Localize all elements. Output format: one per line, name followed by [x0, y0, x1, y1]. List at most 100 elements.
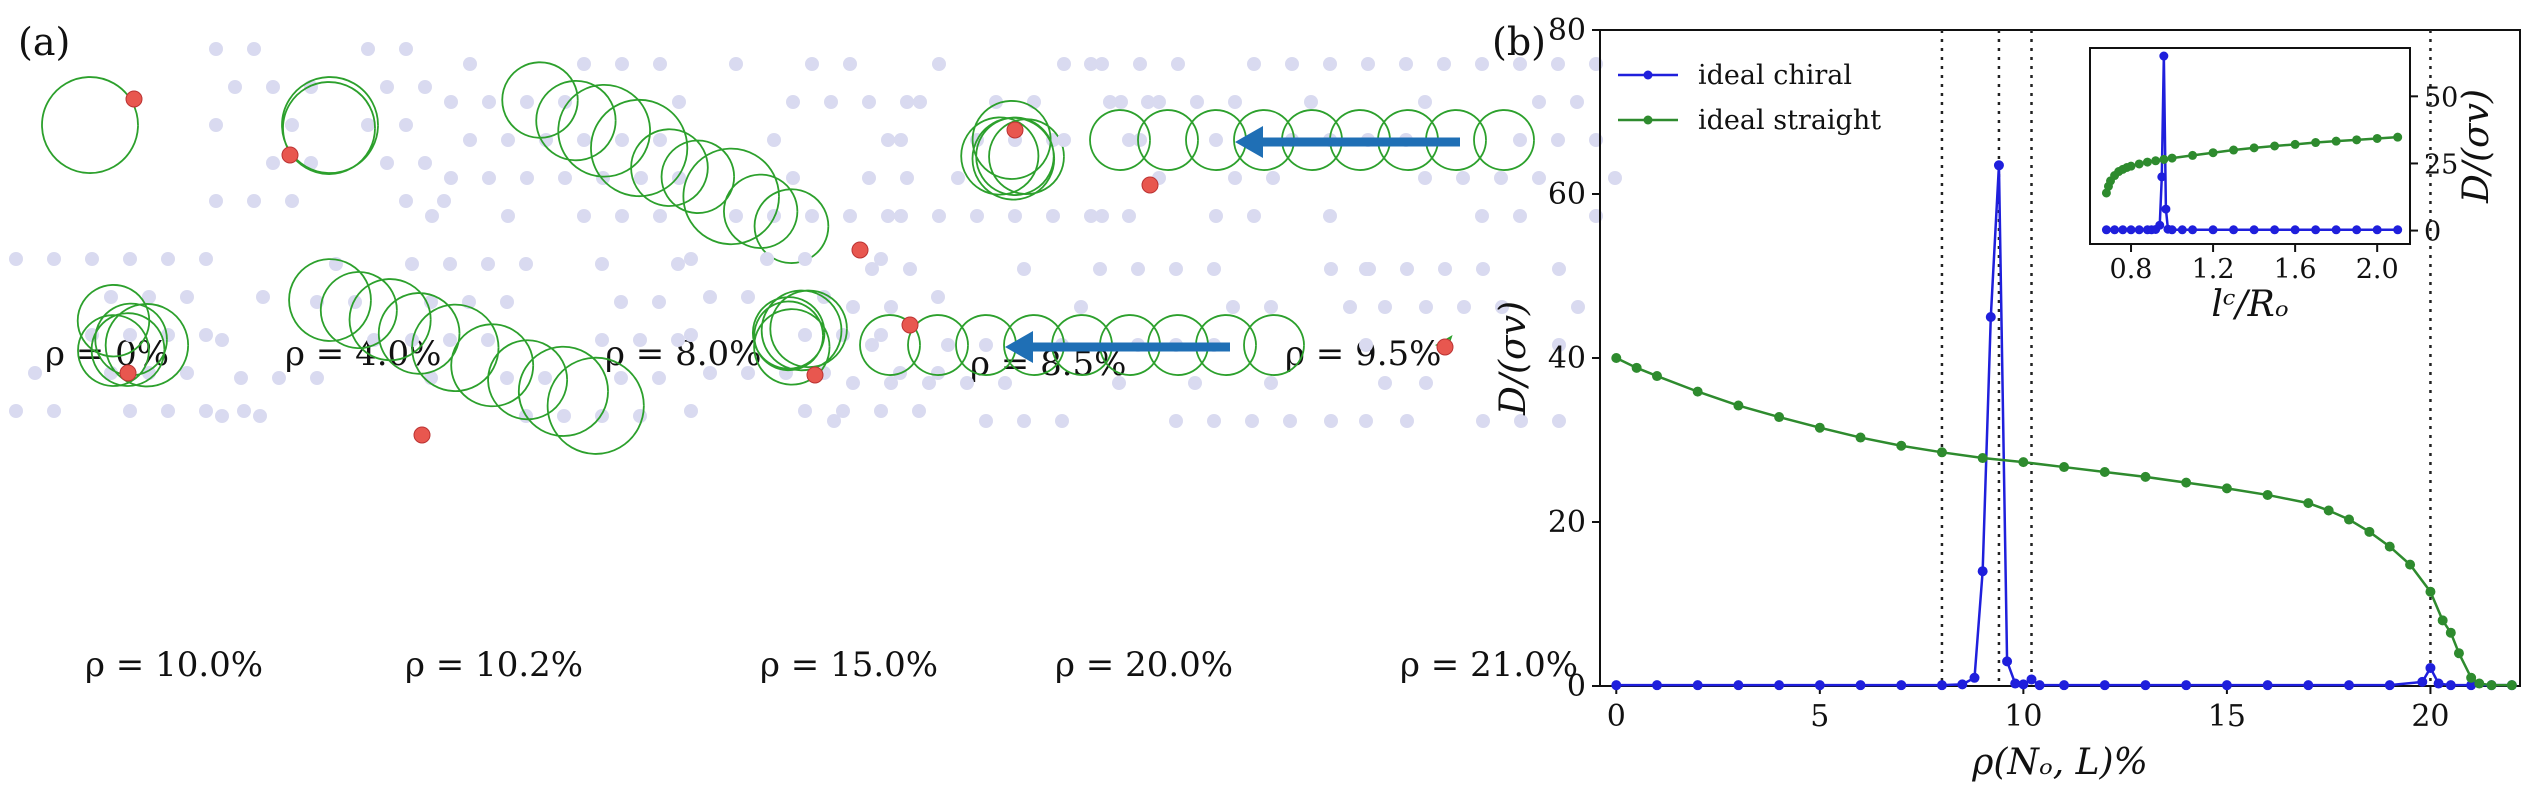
- obstacle: [266, 80, 280, 94]
- obstacle: [1228, 171, 1242, 185]
- obstacle: [1324, 262, 1338, 276]
- data-point: [2433, 678, 2444, 689]
- obstacle: [1400, 262, 1414, 276]
- particle: [125, 90, 143, 108]
- obstacle: [729, 209, 743, 223]
- series-ideal-chiral: [1611, 160, 2517, 691]
- obstacle: [900, 171, 914, 185]
- x-axis-label: ρ(Nₒ, L)%: [1971, 742, 2148, 783]
- obstacle: [228, 80, 242, 94]
- snapshot-7: ρ = 10.2%: [215, 257, 685, 685]
- data-point: [2188, 225, 2198, 235]
- x-tick-label: 5: [1810, 699, 1829, 734]
- obstacle: [1476, 262, 1490, 276]
- obstacle: [798, 404, 812, 418]
- data-point: [2506, 680, 2517, 691]
- obstacle: [652, 295, 666, 309]
- obstacle: [482, 95, 496, 109]
- legend-label: ideal chiral: [1698, 60, 1852, 91]
- obstacle: [557, 409, 571, 423]
- data-point: [2221, 483, 2232, 494]
- x-tick-label: 1.2: [2192, 254, 2235, 285]
- obstacle: [951, 171, 965, 185]
- obstacle: [1551, 133, 1565, 147]
- obstacle: [1247, 209, 1261, 223]
- obstacle: [615, 133, 629, 147]
- x-tick-label: 1.6: [2274, 254, 2317, 285]
- obstacle: [1475, 209, 1489, 223]
- data-point: [2110, 225, 2120, 235]
- obstacle: [443, 333, 457, 347]
- obstacle: [846, 376, 860, 390]
- obstacle: [760, 252, 774, 266]
- data-point: [2311, 138, 2321, 148]
- data-point: [2393, 132, 2403, 142]
- drift-arrow-head: [1235, 126, 1263, 158]
- obstacle: [634, 171, 648, 185]
- obstacle: [1514, 414, 1528, 428]
- data-point: [1985, 312, 1996, 322]
- data-point: [2018, 457, 2029, 468]
- obstacle: [903, 262, 917, 276]
- obstacle: [652, 371, 666, 385]
- data-point: [2229, 225, 2239, 235]
- data-point: [2126, 225, 2136, 235]
- plot-frame: [2089, 47, 2411, 245]
- obstacle: [1359, 338, 1373, 352]
- obstacle: [672, 171, 686, 185]
- obstacle: [1190, 95, 1204, 109]
- obstacle: [1323, 57, 1337, 71]
- particle: [413, 426, 431, 444]
- obstacle: [361, 42, 375, 56]
- obstacle: [595, 257, 609, 271]
- obstacle: [741, 290, 755, 304]
- obstacle: [1017, 414, 1031, 428]
- data-point: [2445, 627, 2456, 638]
- y-tick-label: 80: [1548, 13, 1586, 48]
- obstacle: [1418, 95, 1432, 109]
- particle: [1006, 121, 1024, 139]
- obstacle: [1324, 414, 1338, 428]
- obstacle: [405, 257, 419, 271]
- drift-arrow-head: [1005, 331, 1033, 363]
- obstacle: [922, 376, 936, 390]
- obstacle: [1378, 300, 1392, 314]
- obstacle: [380, 156, 394, 170]
- obstacle: [1264, 300, 1278, 314]
- snapshot-grid: ρ = 0% ρ = 4.0% ρ = 8.0% ρ = 8.5% ρ = 9.5%ρ …: [9, 42, 1622, 685]
- obstacle: [671, 257, 685, 271]
- panel-a: (a) ρ = 0% ρ = 4.0% ρ = 8.0% ρ = 8.5% ρ = 9.…: [9, 20, 1622, 685]
- data-point: [1977, 453, 1988, 464]
- data-point: [2126, 161, 2136, 171]
- data-point: [2262, 489, 2273, 500]
- data-point: [2372, 225, 2382, 235]
- obstacle: [1209, 133, 1223, 147]
- obstacle: [180, 290, 194, 304]
- obstacle: [234, 371, 248, 385]
- trajectory-path: [960, 100, 1065, 201]
- obstacle: [684, 252, 698, 266]
- snapshot-label: ρ = 21.0%: [1400, 645, 1578, 685]
- data-point: [2155, 220, 2165, 230]
- data-point: [2026, 674, 2037, 685]
- data-point: [2059, 680, 2070, 691]
- data-point: [2249, 143, 2259, 153]
- obstacle: [979, 338, 993, 352]
- obstacle: [1247, 57, 1261, 71]
- x-tick-label: 0.8: [2110, 254, 2153, 285]
- data-point: [2331, 225, 2341, 235]
- trajectory-path: [76, 284, 190, 388]
- obstacle: [215, 333, 229, 347]
- data-point: [2208, 225, 2218, 235]
- obstacle: [1245, 414, 1259, 428]
- obstacle: [1323, 209, 1337, 223]
- obstacle: [684, 404, 698, 418]
- obstacle: [1169, 414, 1183, 428]
- obstacle: [1131, 262, 1145, 276]
- data-point: [2010, 678, 2021, 689]
- y-tick-label: 0: [1567, 669, 1586, 704]
- obstacle: [614, 371, 628, 385]
- obstacle: [443, 257, 457, 271]
- data-point: [1977, 566, 1988, 577]
- data-point: [2059, 462, 2070, 473]
